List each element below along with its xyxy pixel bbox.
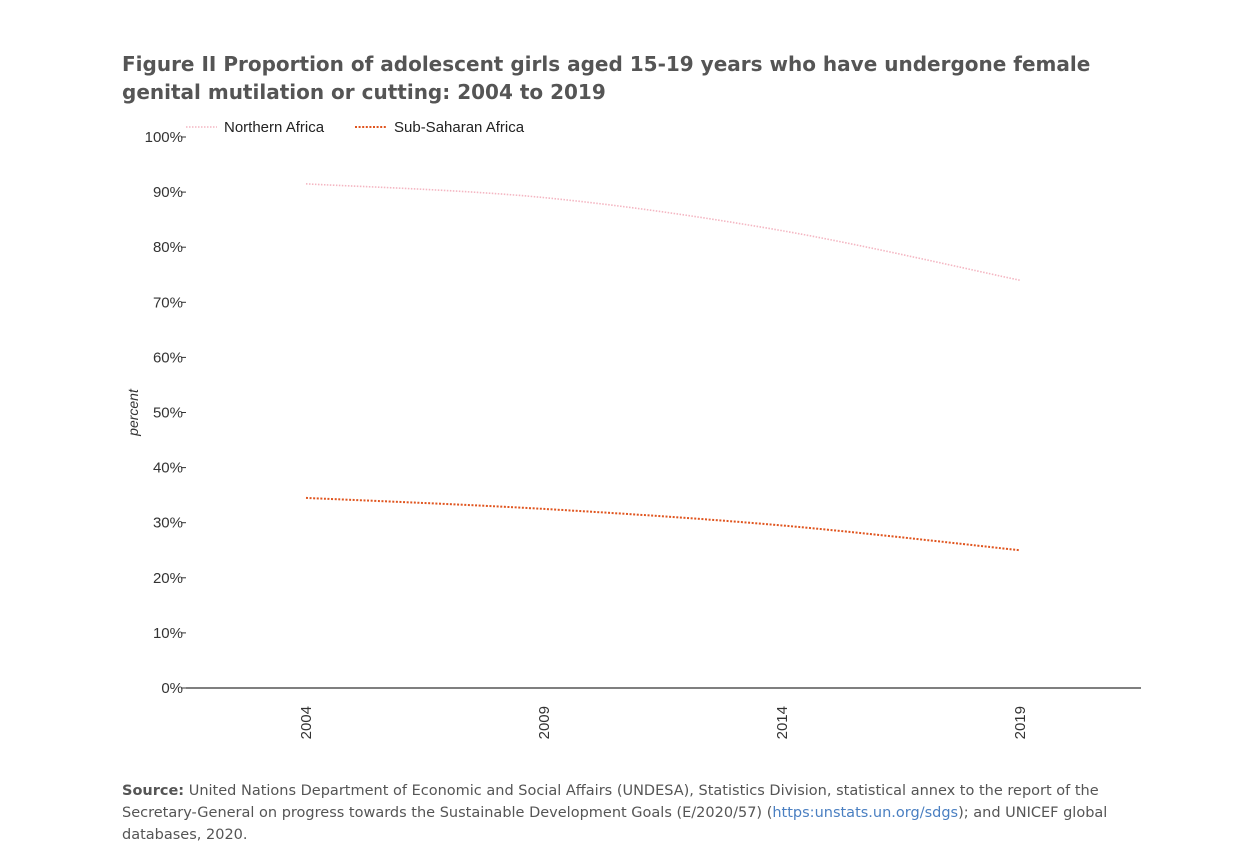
y-tick-label: 70%	[153, 294, 183, 311]
chart-legend: Northern Africa Sub-Saharan Africa	[186, 119, 525, 136]
y-tick-label: 40%	[153, 460, 183, 477]
source-label: Source:	[122, 783, 184, 799]
x-tick-label: 2004	[298, 706, 315, 739]
x-tick-label: 2014	[774, 706, 791, 739]
series-line-northern-africa	[306, 184, 1020, 280]
y-tick-label: 10%	[153, 625, 183, 642]
y-tick-label: 100%	[145, 129, 183, 146]
y-tick-label: 50%	[153, 405, 183, 422]
legend-label: Sub-Saharan Africa	[394, 119, 525, 136]
x-axis: 2004 2009 2014 2019	[186, 688, 1141, 739]
legend-label: Northern Africa	[224, 119, 325, 136]
y-tick-label: 20%	[153, 570, 183, 587]
y-tick-label: 0%	[161, 680, 183, 697]
source-note: Source: United Nations Department of Eco…	[122, 780, 1132, 846]
y-tick-label: 30%	[153, 515, 183, 532]
y-axis: 0% 10% 20% 30% 40% 50% 60% 70% 80% 90% 100% percent	[125, 129, 186, 697]
y-axis-label: percent	[125, 388, 141, 437]
x-tick-label: 2009	[536, 706, 553, 739]
series-lines	[306, 184, 1020, 550]
y-tick-label: 90%	[153, 184, 183, 201]
y-tick-label: 80%	[153, 239, 183, 256]
x-tick-label: 2019	[1012, 706, 1029, 739]
series-line-sub-saharan-africa	[306, 498, 1020, 550]
source-link[interactable]: https:unstats.un.org/sdgs	[772, 805, 958, 821]
y-tick-label: 60%	[153, 349, 183, 366]
